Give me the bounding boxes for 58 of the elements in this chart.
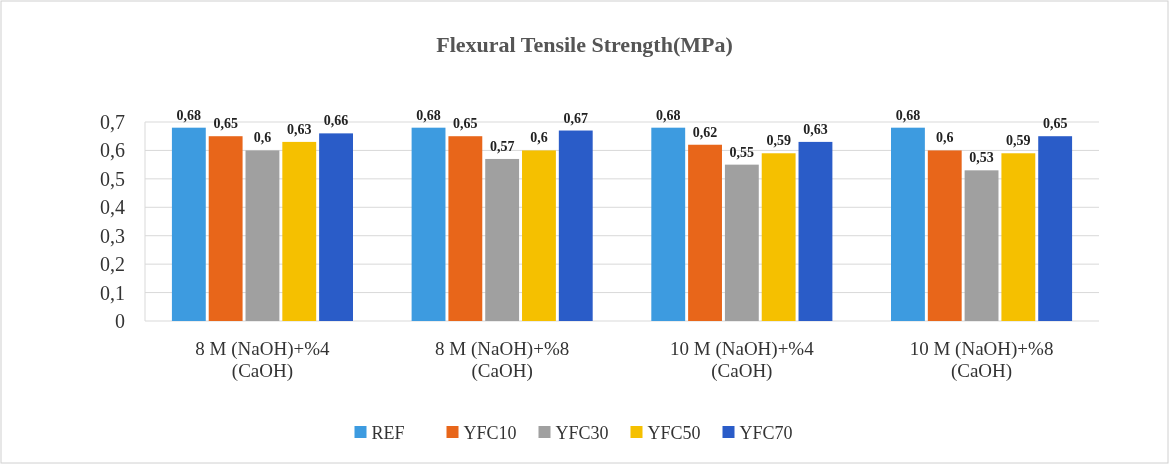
- bar: [245, 150, 280, 321]
- bar: [522, 150, 556, 321]
- data-label: 0,6: [253, 130, 272, 146]
- bar: [927, 150, 962, 321]
- data-label: 0,68: [655, 107, 681, 123]
- y-tick-label: 0: [115, 310, 125, 332]
- legend-label: YFC70: [739, 423, 793, 444]
- data-label: 0,6: [935, 130, 954, 146]
- data-label: 0,65: [213, 116, 238, 132]
- bar: [485, 158, 520, 321]
- bar: [319, 133, 353, 321]
- bar: [411, 127, 446, 321]
- data-label: 0,63: [287, 121, 312, 137]
- legend-label: YFC50: [647, 423, 701, 444]
- y-tick-label: 0,5: [100, 167, 125, 190]
- data-label: 0,59: [766, 133, 791, 149]
- bar: [1038, 136, 1073, 321]
- x-tick-label: 8 M (NaOH)+%8 (CaOH): [435, 338, 570, 382]
- x-tick-label: 10 M (NaOH)+%4 (CaOH): [670, 338, 815, 382]
- bar: [651, 127, 686, 321]
- data-label: 0,59: [1006, 133, 1031, 149]
- bar: [1001, 153, 1036, 321]
- data-label: 0,65: [453, 116, 478, 132]
- bar: [761, 153, 796, 321]
- x-tick-label: 8 M (NaOH)+%4 (CaOH): [195, 338, 331, 382]
- data-label: 0,65: [1042, 116, 1068, 132]
- y-tick-label: 0,7: [100, 111, 125, 133]
- data-label: 0,57: [489, 138, 515, 154]
- y-tick-label: 0,2: [100, 253, 125, 276]
- y-tick-label: 0,4: [100, 196, 125, 219]
- bar: [964, 170, 999, 321]
- data-label: 0,68: [416, 107, 441, 123]
- data-label: 0,66: [323, 113, 349, 129]
- bar: [724, 164, 759, 321]
- data-label: 0,63: [803, 121, 828, 137]
- bar: [688, 144, 722, 321]
- legend-label: REF: [371, 423, 405, 444]
- data-label: 0,6: [530, 130, 548, 146]
- legend-label: YFC30: [555, 423, 609, 444]
- legend-label: YFC10: [463, 423, 517, 444]
- y-tick-label: 0,3: [100, 224, 125, 247]
- bar: [891, 127, 925, 321]
- y-tick-label: 0,6: [100, 139, 125, 162]
- y-tick-label: 0,1: [100, 281, 125, 304]
- bar: [448, 136, 483, 321]
- data-label: 0,62: [692, 124, 718, 140]
- data-label: 0,67: [563, 110, 589, 126]
- chart-title: Flexural Tensile Strength(MPa): [436, 32, 733, 57]
- data-label: 0,68: [176, 107, 202, 123]
- data-label: 0,53: [969, 150, 994, 166]
- bar: [171, 127, 206, 321]
- bar: [558, 130, 593, 321]
- data-label: 0,68: [895, 107, 921, 123]
- bar: [798, 141, 833, 321]
- data-label: 0,55: [729, 144, 755, 160]
- bar: [282, 141, 317, 321]
- bar: [208, 136, 243, 321]
- x-tick-label: 10 M (NaOH)+%8 (CaOH): [909, 338, 1054, 382]
